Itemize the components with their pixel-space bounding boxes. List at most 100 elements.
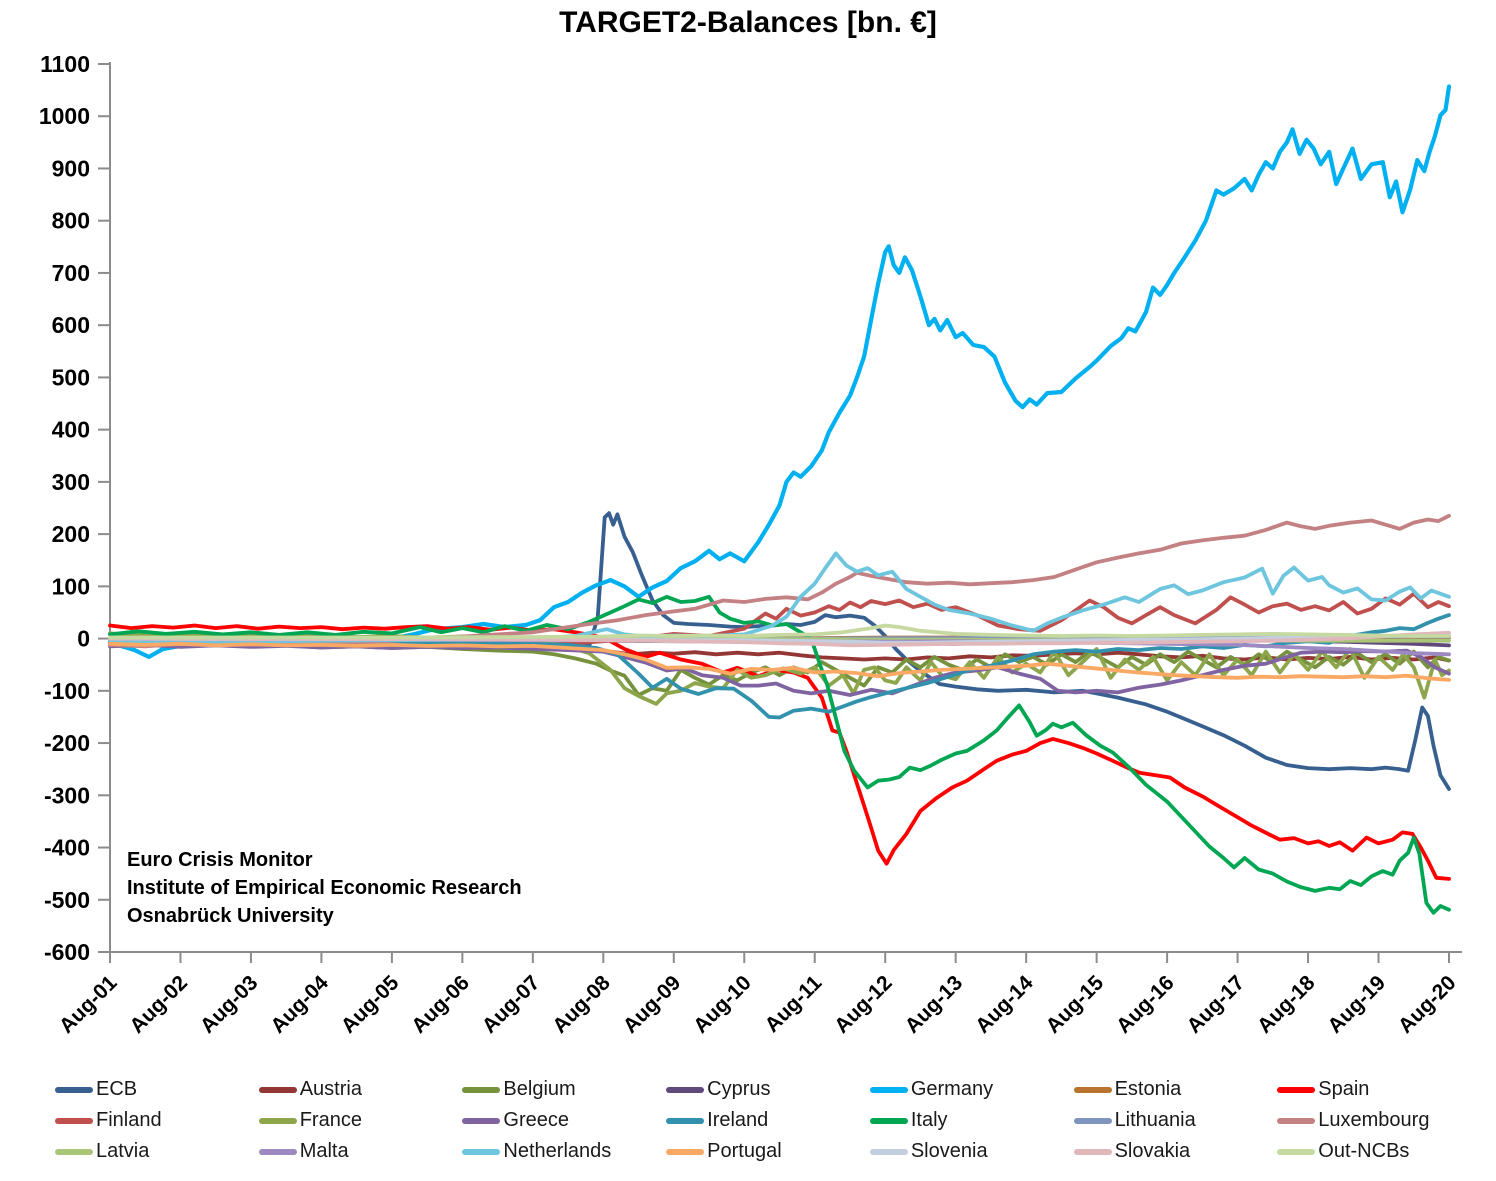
legend-label: Out-NCBs: [1318, 1140, 1410, 1162]
legend-swatch-portugal: [666, 1148, 705, 1155]
legend-swatch-luxembourg: [1277, 1117, 1316, 1124]
series-line-germany: [107, 84, 1452, 660]
x-tick-label: Aug-15: [1042, 971, 1109, 1038]
legend-label: Latvia: [96, 1140, 150, 1162]
legend-label: Austria: [299, 1078, 362, 1100]
x-tick-label: Aug-02: [125, 971, 192, 1038]
chart-legend: ECB Austria Belgium Cyprus Germany Estonia Spa…: [55, 1078, 1481, 1163]
legend-item-cyprus: Cyprus: [666, 1078, 870, 1101]
series-line-slovakia: [108, 630, 1451, 648]
legend-label: Luxembourg: [1318, 1109, 1430, 1131]
annotation-line-1: Euro Crisis Monitor: [127, 849, 313, 871]
legend-item-malta: Malta: [258, 1140, 463, 1163]
legend-label: France: [299, 1109, 362, 1131]
series-line-portugal: [108, 641, 1451, 682]
legend-swatch-latvia: [55, 1148, 93, 1155]
y-tick-label: -600: [44, 939, 90, 965]
legend-swatch-slovenia: [869, 1148, 908, 1155]
x-tick-label: Aug-13: [901, 971, 968, 1038]
legend-item-slovakia: Slovakia: [1073, 1140, 1278, 1163]
legend-swatch-out-ncbs: [1277, 1148, 1316, 1155]
x-tick-label: Aug-06: [407, 971, 474, 1038]
x-tick-label: Aug-08: [548, 971, 615, 1038]
x-tick-label: Aug-04: [266, 971, 333, 1038]
legend-item-spain: Spain: [1277, 1078, 1481, 1101]
x-tick-label: Aug-16: [1112, 971, 1179, 1038]
x-tick-label: Aug-07: [478, 971, 545, 1038]
legend-swatch-estonia: [1073, 1086, 1112, 1093]
legend-label: Portugal: [707, 1140, 782, 1162]
y-tick-label: 200: [52, 521, 90, 547]
chart-title: TARGET2-Balances [bn. €]: [559, 6, 937, 39]
legend-item-finland: Finland: [55, 1109, 259, 1132]
legend-swatch-slovakia: [1073, 1148, 1112, 1155]
legend-swatch-lithuania: [1073, 1117, 1112, 1124]
legend-label: Greece: [503, 1109, 570, 1131]
legend-item-portugal: Portugal: [666, 1140, 870, 1163]
y-tick-label: 600: [52, 312, 90, 338]
legend-swatch-austria: [258, 1086, 297, 1093]
legend-label: Germany: [910, 1078, 994, 1100]
legend-label: Slovenia: [910, 1140, 988, 1162]
legend-item-lithuania: Lithuania: [1073, 1109, 1278, 1132]
legend-swatch-malta: [258, 1148, 297, 1155]
legend-label: Lithuania: [1114, 1109, 1196, 1131]
legend-label: Estonia: [1114, 1078, 1182, 1100]
legend-label: Italy: [910, 1109, 948, 1131]
legend-label: ECB: [96, 1078, 138, 1100]
legend-swatch-germany: [869, 1086, 908, 1093]
x-tick-label: Aug-01: [55, 971, 122, 1038]
y-tick-label: 700: [52, 260, 90, 286]
x-tick-label: Aug-11: [761, 971, 827, 1037]
legend-item-netherlands: Netherlands: [462, 1140, 666, 1163]
y-tick-label: 1100: [40, 51, 90, 77]
legend-swatch-italy: [869, 1117, 908, 1124]
legend-item-germany: Germany: [869, 1078, 1074, 1101]
x-tick-label: Aug-14: [971, 971, 1038, 1038]
y-tick-label: 800: [52, 208, 90, 234]
x-tick-label: Aug-05: [337, 971, 404, 1038]
y-tick-label: -400: [44, 835, 90, 861]
legend-item-luxembourg: Luxembourg: [1277, 1109, 1481, 1132]
y-tick-label: 400: [52, 417, 90, 443]
legend-swatch-greece: [462, 1117, 501, 1124]
y-tick-label: -300: [44, 782, 90, 808]
legend-swatch-netherlands: [462, 1148, 501, 1155]
x-tick-label: Aug-20: [1394, 971, 1461, 1038]
legend-item-ireland: Ireland: [666, 1109, 870, 1132]
x-tick-label: Aug-03: [196, 971, 263, 1038]
legend-label: Cyprus: [707, 1078, 771, 1100]
y-tick-label: -500: [44, 887, 90, 913]
legend-item-belgium: Belgium: [462, 1078, 666, 1101]
legend-swatch-finland: [55, 1117, 93, 1124]
legend-item-out-ncbs: Out-NCBs: [1277, 1140, 1481, 1163]
legend-label: Netherlands: [503, 1140, 612, 1162]
legend-label: Belgium: [503, 1078, 576, 1100]
legend-label: Ireland: [707, 1109, 769, 1131]
legend-item-slovenia: Slovenia: [869, 1140, 1074, 1163]
y-tick-label: -100: [44, 678, 90, 704]
legend-label: Finland: [96, 1109, 162, 1131]
x-tick-label: Aug-18: [1253, 971, 1320, 1038]
legend-swatch-belgium: [462, 1086, 501, 1093]
y-tick-label: -200: [44, 730, 90, 756]
legend-item-italy: Italy: [869, 1109, 1074, 1132]
legend-item-france: France: [258, 1109, 463, 1132]
annotation-line-3: Osnabrück University: [127, 905, 334, 927]
y-tick-label: 900: [52, 155, 90, 181]
legend-swatch-spain: [1277, 1086, 1316, 1093]
legend-item-greece: Greece: [462, 1109, 666, 1132]
legend-swatch-cyprus: [666, 1086, 705, 1093]
y-tick-label: 100: [52, 573, 90, 599]
legend-label: Spain: [1318, 1078, 1370, 1100]
legend-swatch-ireland: [666, 1117, 705, 1124]
legend-swatch-ecb: [55, 1086, 93, 1093]
legend-item-ecb: ECB: [55, 1078, 259, 1101]
y-tick-label: 500: [52, 364, 90, 390]
y-tick-label: 0: [77, 626, 90, 652]
y-tick-label: 300: [52, 469, 90, 495]
series-line-italy: [108, 594, 1451, 915]
legend-item-latvia: Latvia: [55, 1140, 259, 1163]
legend-label: Malta: [299, 1140, 349, 1162]
legend-item-austria: Austria: [258, 1078, 463, 1101]
